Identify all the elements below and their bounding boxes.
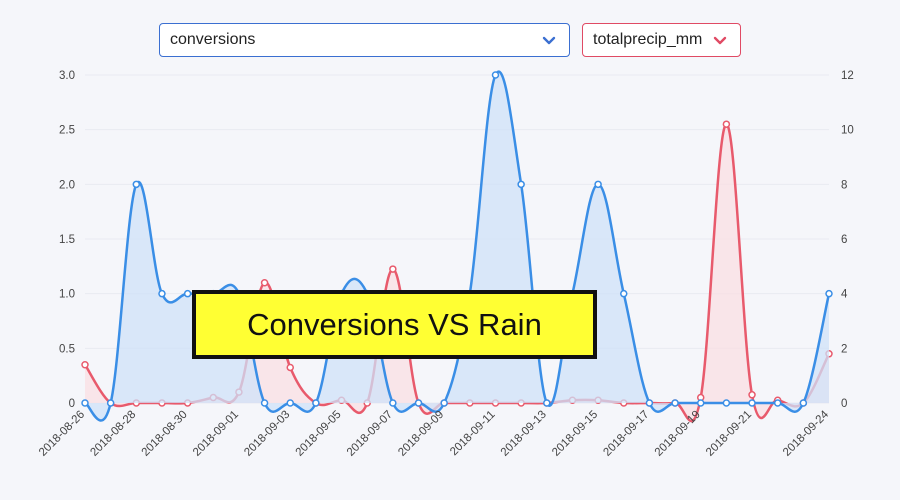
data-point [543,399,551,407]
x-tick-label: 2018-09-05 [294,409,344,459]
y-right-tick-label: 0 [841,398,847,410]
data-point [286,399,294,407]
x-tick-label: 2018-09-09 [396,409,446,459]
weather-select[interactable]: totalprecip_mm [582,23,741,57]
x-tick-label: 2018-09-07 [345,409,395,459]
data-point [440,399,448,407]
chevron-down-icon [541,32,557,48]
data-point [312,399,320,407]
x-tick-label: 2018-08-30 [140,409,190,459]
data-point [722,120,731,128]
data-point [517,180,525,189]
data-point [773,399,782,407]
y-right-tick-label: 2 [841,343,847,355]
y-right-tick-label: 10 [841,125,854,137]
x-tick-label: 2018-09-19 [653,409,703,459]
x-tick-label: 2018-09-24 [781,408,832,459]
x-tick-label: 2018-09-15 [550,409,600,459]
data-point [671,399,679,407]
data-point [260,278,269,287]
chevron-down-icon [712,32,728,48]
data-point [414,399,423,407]
data-point [106,399,115,407]
data-point [748,399,756,407]
y-right-tick-label: 6 [841,234,847,246]
data-point [722,399,731,407]
series-area-conversions [85,71,829,421]
data-point [132,180,141,189]
chart-title-text: Conversions VS Rain [247,306,542,342]
y-left-tick-label: 3.0 [59,70,75,82]
data-point [594,180,602,189]
metric-select-value: conversions [170,31,256,48]
y-right-tick-label: 4 [841,289,848,301]
x-tick-label: 2018-09-01 [191,409,241,459]
data-point [286,363,294,372]
y-left-tick-label: 1.0 [59,289,75,301]
data-point [81,399,89,407]
x-tick-label: 2018-09-11 [448,409,497,458]
data-point [491,71,500,79]
data-point [748,391,756,399]
data-point [158,289,166,298]
data-point [183,289,192,298]
data-point [825,289,833,298]
x-tick-label: 2018-09-17 [601,409,651,459]
data-point [799,399,808,407]
metric-select[interactable]: conversions [159,23,570,57]
data-point [696,399,705,407]
y-left-tick-label: 1.5 [59,234,75,246]
chart-title-banner: Conversions VS Rain [192,290,597,359]
data-point [389,265,397,273]
weather-select-value: totalprecip_mm [593,31,703,48]
x-tick-label: 2018-08-26 [37,409,87,459]
data-point [620,289,628,298]
y-left-tick-label: 2.5 [59,125,75,137]
y-left-tick-label: 0.5 [59,343,75,355]
data-point [260,399,269,407]
x-tick-label: 2018-09-03 [242,409,292,459]
x-tick-label: 2018-09-13 [499,409,549,459]
data-point [81,360,89,369]
y-left-tick-label: 0 [69,398,75,410]
y-right-tick-label: 12 [841,70,854,82]
data-point [389,399,397,407]
y-left-tick-label: 2.0 [59,179,75,191]
data-point [645,399,654,407]
y-right-tick-label: 8 [841,179,847,191]
x-tick-label: 2018-09-21 [704,409,754,459]
